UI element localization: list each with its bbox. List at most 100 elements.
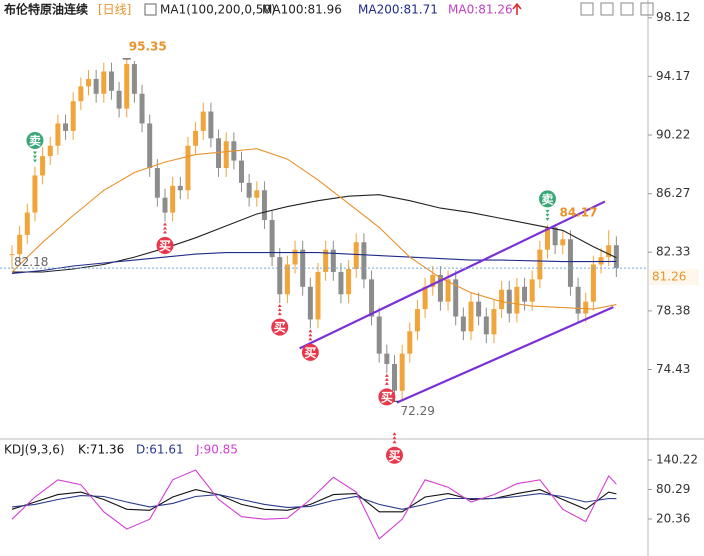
signal-arrow xyxy=(545,213,550,217)
signal-arrow xyxy=(163,226,167,230)
candle-body xyxy=(300,249,306,287)
candle-body xyxy=(292,249,298,265)
signal-label: 买 xyxy=(274,321,286,335)
price-annotation: 72.29 xyxy=(401,404,435,418)
signal-arrow xyxy=(384,377,389,381)
candle-body xyxy=(414,309,420,332)
period: [日线] xyxy=(98,3,131,17)
tool-icon[interactable] xyxy=(580,2,594,16)
legend-entry: MA200:81.71 xyxy=(358,3,438,17)
candle-body xyxy=(453,279,459,317)
legend-entry: MA100:81.96 xyxy=(262,3,342,17)
candle-body xyxy=(437,274,443,302)
candle-body xyxy=(468,301,474,332)
candle-body xyxy=(200,111,206,131)
candle-body xyxy=(216,138,222,169)
candle-body xyxy=(124,64,130,109)
tool-icon[interactable] xyxy=(600,2,614,16)
candle-body xyxy=(338,271,344,295)
candle-body xyxy=(499,289,505,310)
candle-body xyxy=(63,123,69,131)
candle-body xyxy=(108,71,114,91)
signal-arrow xyxy=(545,217,550,221)
candle-body xyxy=(346,268,352,295)
kdj-line xyxy=(11,489,617,513)
ma-line xyxy=(11,148,617,310)
candle-body xyxy=(590,264,596,302)
candle-body xyxy=(193,130,199,146)
candle-body xyxy=(399,353,405,391)
signal-label: 卖 xyxy=(541,191,553,206)
candle-body xyxy=(506,289,512,314)
signal-label: 买 xyxy=(388,449,400,463)
kdj-line xyxy=(11,469,617,540)
tool-icon[interactable] xyxy=(640,2,654,16)
candle-body xyxy=(254,190,260,198)
signal-label: 买 xyxy=(159,239,171,253)
legend-entry: K:71.36 xyxy=(78,443,124,457)
signal-arrow xyxy=(32,151,37,155)
signal-arrow xyxy=(384,381,389,385)
signal-marker xyxy=(539,190,556,208)
y-tick-label: 86.27 xyxy=(656,186,690,200)
signal-marker xyxy=(301,343,319,361)
candle-body xyxy=(491,309,497,335)
y-tick-label: 140.22 xyxy=(656,453,698,467)
indicator-icon[interactable] xyxy=(144,3,157,16)
signal-arrow xyxy=(384,373,389,377)
trend-line xyxy=(396,306,614,404)
candle-body xyxy=(537,249,543,280)
candle-body xyxy=(154,168,160,198)
candle-body xyxy=(522,286,528,302)
signal-marker xyxy=(386,446,403,464)
signal-arrow xyxy=(32,159,37,163)
signal-marker xyxy=(156,236,174,254)
y-tick-label: 78.38 xyxy=(656,303,690,317)
signal-marker xyxy=(271,318,289,336)
y-tick-label: 94.17 xyxy=(656,69,690,83)
candle-body xyxy=(177,185,183,191)
candle-body xyxy=(277,257,283,295)
signal-label: 买 xyxy=(381,390,393,404)
candle-body xyxy=(239,160,244,183)
candle-body xyxy=(361,242,367,280)
toolbar xyxy=(580,2,654,16)
chart-title: 布伦特原油连续 xyxy=(4,2,88,17)
candle-body xyxy=(430,274,436,287)
tool-icon[interactable] xyxy=(620,2,634,16)
candle-body xyxy=(483,316,489,335)
candle-body xyxy=(392,364,397,391)
last-price-box xyxy=(649,269,699,286)
candle-body xyxy=(560,239,566,246)
signal-label: 卖 xyxy=(29,133,41,148)
arrow-icon[interactable] xyxy=(512,2,522,15)
candle-body xyxy=(131,64,137,94)
candle-body xyxy=(162,197,168,213)
y-tick-label: 98.12 xyxy=(656,10,690,24)
candle-body xyxy=(139,93,145,124)
candle-body xyxy=(307,286,313,320)
signal-arrow xyxy=(277,312,282,316)
signal-arrow xyxy=(163,230,167,234)
signal-arrow xyxy=(277,308,282,312)
candle-body xyxy=(24,212,30,235)
price-annotation: 82.18 xyxy=(14,255,48,269)
candle-body xyxy=(330,249,336,272)
signal-arrow xyxy=(545,209,550,213)
candle-body xyxy=(32,175,38,213)
candle-body xyxy=(147,123,153,169)
candle-body xyxy=(575,286,581,314)
candle-body xyxy=(93,78,99,94)
last-price-label: 81.26 xyxy=(652,270,686,284)
candle-body xyxy=(384,353,390,365)
kdj-title: KDJ(9,3,6) xyxy=(4,443,65,457)
signal-arrow xyxy=(308,337,313,341)
candle-body xyxy=(9,254,15,256)
candle-body xyxy=(583,301,589,314)
candle-body xyxy=(613,245,619,269)
candle-body xyxy=(284,264,290,295)
legend-entry: D:61.61 xyxy=(136,443,184,457)
signal-label: 买 xyxy=(304,346,316,360)
signal-marker xyxy=(378,388,396,406)
